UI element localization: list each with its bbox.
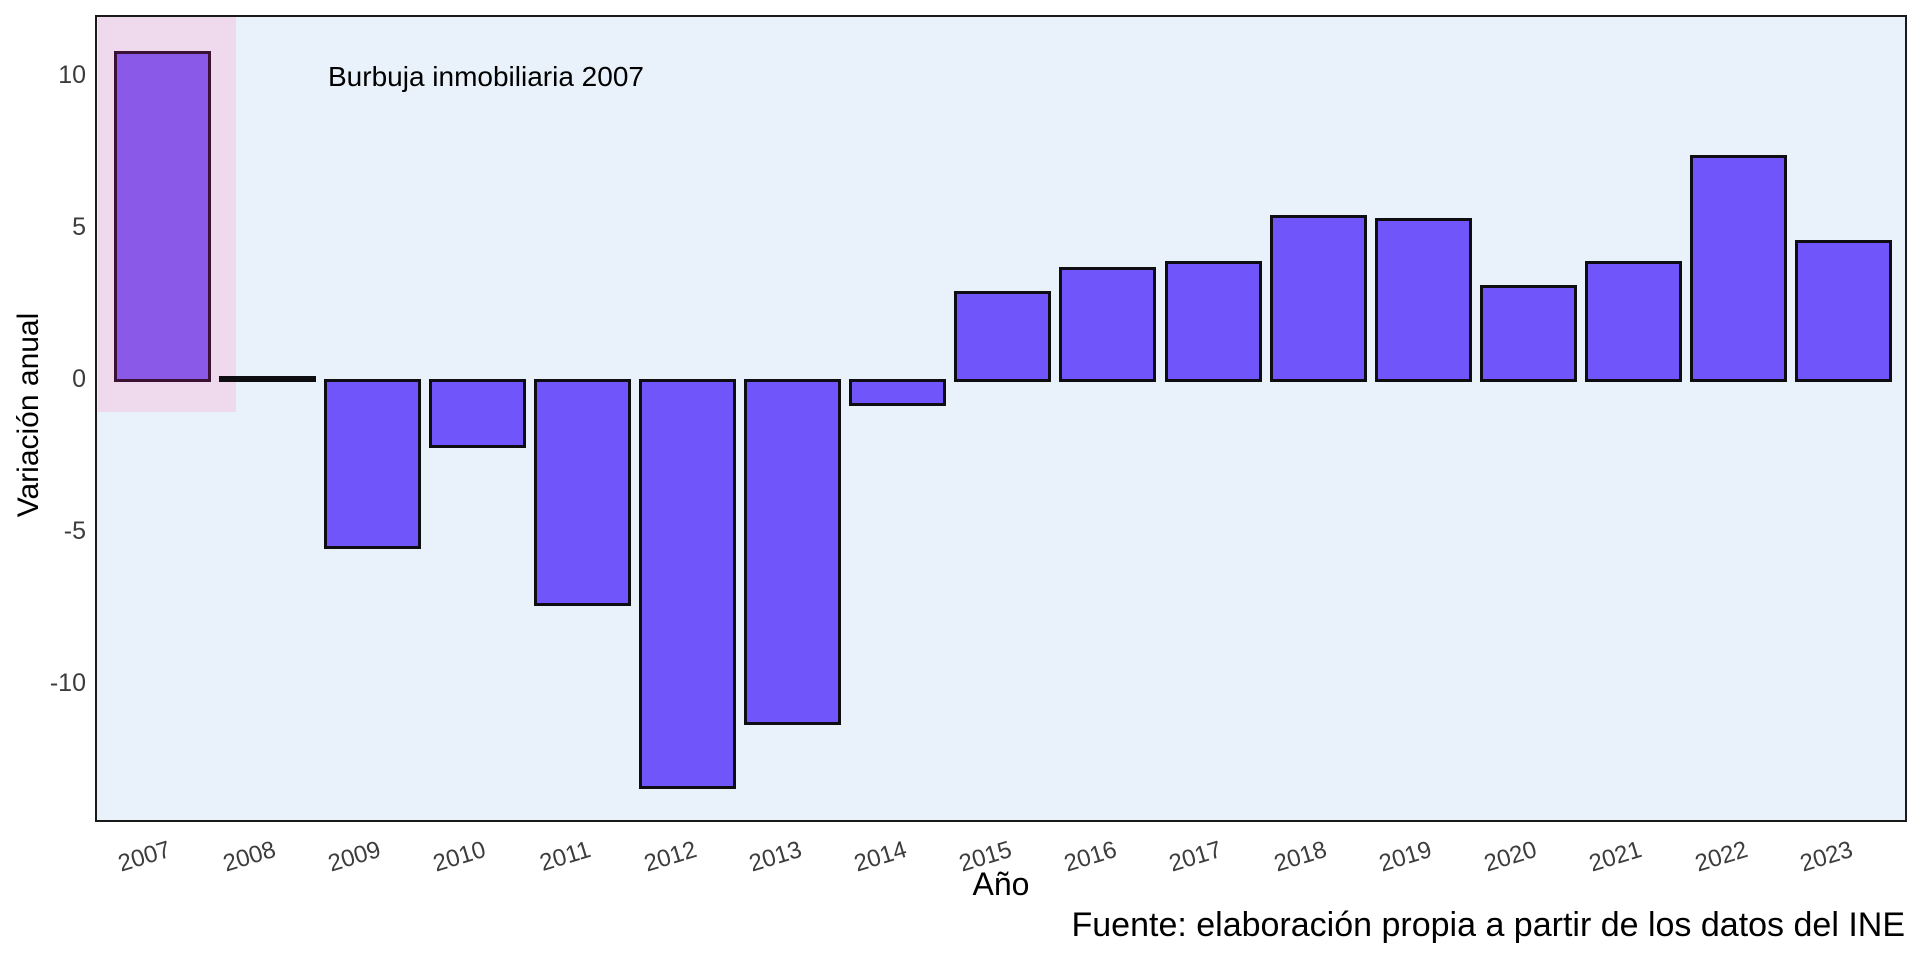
x-tick-label-2016: 2016 bbox=[1060, 836, 1120, 878]
x-tick-label-2009: 2009 bbox=[325, 836, 385, 878]
x-tick-label-2008: 2008 bbox=[220, 836, 279, 878]
bar-2017 bbox=[1164, 260, 1262, 383]
bar-2019 bbox=[1374, 218, 1472, 383]
x-tick-label-2014: 2014 bbox=[850, 836, 910, 878]
bar-2007 bbox=[113, 51, 211, 383]
bar-2014 bbox=[849, 378, 947, 406]
bar-2009 bbox=[323, 378, 421, 549]
bar-2016 bbox=[1059, 267, 1157, 383]
x-tick-label-2013: 2013 bbox=[745, 836, 805, 878]
bar-2012 bbox=[639, 378, 736, 789]
x-axis-title: Año bbox=[972, 866, 1030, 902]
y-axis-title: Variación anual bbox=[12, 312, 45, 518]
x-tick-label-2007: 2007 bbox=[114, 836, 174, 878]
x-tick-label-2010: 2010 bbox=[430, 836, 490, 878]
x-tick-label-2019: 2019 bbox=[1376, 836, 1436, 878]
x-tick-label-2012: 2012 bbox=[640, 836, 700, 878]
bar-2011 bbox=[533, 378, 631, 607]
bar-2018 bbox=[1269, 215, 1367, 383]
annotation-title: Burbuja inmobiliaria 2007 bbox=[328, 61, 644, 92]
y-tick-label-5: 5 bbox=[72, 212, 86, 241]
bar-2023 bbox=[1795, 239, 1893, 383]
bar-2010 bbox=[428, 378, 526, 449]
bar-2020 bbox=[1479, 285, 1577, 383]
bar-2008 bbox=[218, 376, 316, 383]
x-tick-label-2018: 2018 bbox=[1271, 836, 1330, 878]
bar-2013 bbox=[744, 378, 842, 726]
caption: Fuente: elaboración propia a partir de l… bbox=[1071, 906, 1906, 944]
x-tick-label-2017: 2017 bbox=[1165, 836, 1225, 878]
bar-2021 bbox=[1584, 260, 1682, 383]
x-tick-label-2020: 2020 bbox=[1481, 836, 1541, 878]
x-tick-label-2021: 2021 bbox=[1586, 836, 1646, 878]
y-tick-label--5: -5 bbox=[63, 516, 86, 545]
plot-panel: Burbuja inmobiliaria 2007 bbox=[95, 15, 1907, 822]
bar-2015 bbox=[954, 291, 1052, 383]
x-tick-label-2022: 2022 bbox=[1691, 836, 1751, 878]
y-tick-label--10: -10 bbox=[49, 668, 86, 697]
x-tick-label-2011: 2011 bbox=[537, 836, 595, 877]
y-tick-label-10: 10 bbox=[58, 60, 86, 89]
bar-2022 bbox=[1690, 154, 1787, 383]
x-tick-label-2023: 2023 bbox=[1796, 836, 1856, 878]
y-tick-label-0: 0 bbox=[72, 364, 86, 393]
